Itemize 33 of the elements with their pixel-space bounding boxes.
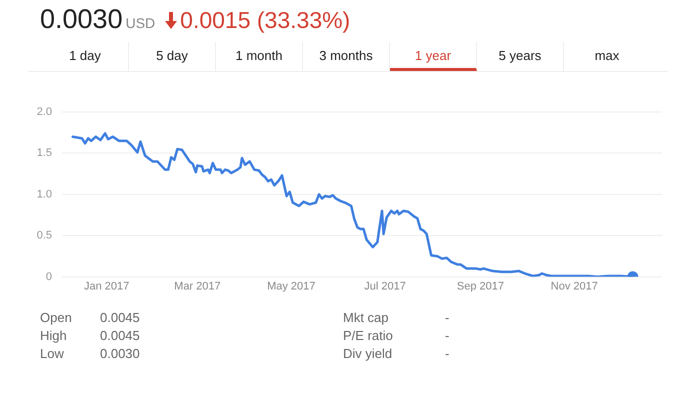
text: 5 years bbox=[477, 42, 564, 71]
text: max bbox=[594, 47, 620, 65]
y-tick-label: 1.5 bbox=[36, 147, 52, 160]
text: - bbox=[445, 327, 450, 345]
text: USD bbox=[126, 15, 156, 31]
text: - bbox=[445, 345, 450, 363]
text: 0.0015 (33.33%) bbox=[180, 7, 350, 33]
text: Low bbox=[40, 345, 64, 363]
y-tick-label: 1.0 bbox=[36, 188, 52, 200]
text: 0.0045 bbox=[100, 327, 140, 345]
text: 0.0030 bbox=[40, 4, 123, 34]
y-tick-label: 2.0 bbox=[36, 106, 52, 118]
text: High bbox=[40, 327, 67, 345]
x-tick-label: Nov 2017 bbox=[550, 280, 598, 292]
x-tick-label: Jan 2017 bbox=[84, 280, 130, 292]
text: Div yield bbox=[343, 345, 392, 363]
text: 0.0030 bbox=[100, 345, 140, 363]
text: - bbox=[445, 309, 450, 327]
x-tick-label: May 2017 bbox=[267, 280, 316, 292]
text: 5 day bbox=[129, 42, 216, 71]
x-tick-label: Sep 2017 bbox=[456, 280, 504, 292]
x-tick-label: Mar 2017 bbox=[174, 280, 221, 292]
y-tick-label: 0 bbox=[46, 270, 52, 283]
text: 1 year bbox=[390, 42, 477, 71]
text: 0.0045 bbox=[100, 309, 140, 327]
text: Mkt cap bbox=[343, 309, 389, 327]
y-tick-label: 0.5 bbox=[36, 230, 52, 242]
text: 1 day bbox=[42, 42, 129, 71]
x-tick-label: Jul 2017 bbox=[364, 280, 406, 292]
text: Open bbox=[40, 309, 72, 327]
text: 1 month bbox=[216, 42, 303, 71]
text: 3 months bbox=[303, 42, 390, 71]
text: P/E ratio bbox=[343, 327, 393, 345]
